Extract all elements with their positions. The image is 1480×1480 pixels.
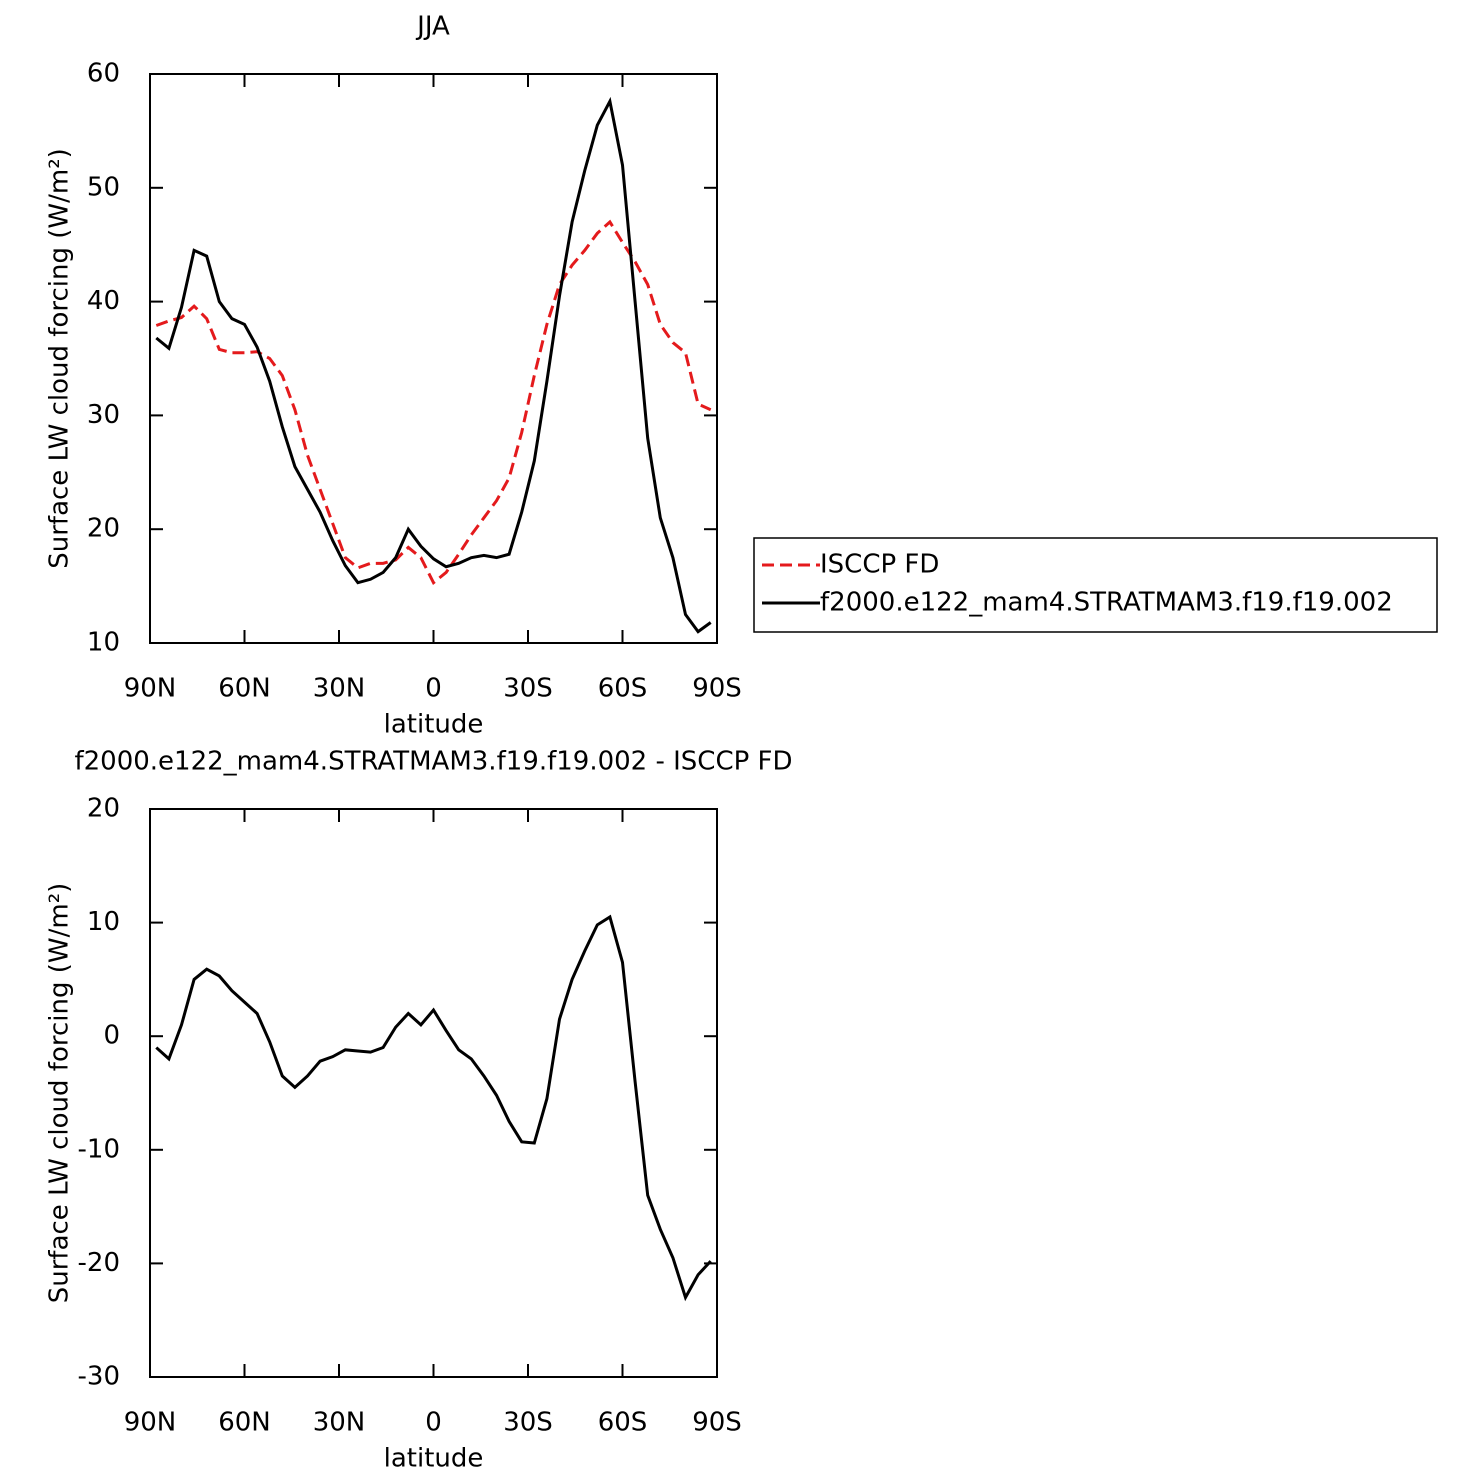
x-tick-label: 60S [598,674,648,704]
y-axis-label: Surface LW cloud forcing (W/m²) [45,883,75,1304]
y-tick-label: 60 [87,59,120,89]
x-tick-label: 90S [692,674,742,704]
series-line [155,914,712,1302]
legend-label: f2000.e122_mam4.STRATMAM3.f19.f19.002 [820,588,1393,618]
y-axis-label: Surface LW cloud forcing (W/m²) [45,148,75,569]
y-tick-label: 50 [87,172,120,202]
chart-title: f2000.e122_mam4.STRATMAM3.f19.f19.002 - … [74,747,792,777]
y-tick-label: -10 [78,1134,120,1164]
line-chart: JJA latitude Surface LW cloud forcing (W/m… [45,12,1438,740]
y-tick-label: 40 [87,286,120,316]
legend: ISCCP FD f2000.e122_mam4.STRATMAM3.f19.f1… [753,537,1438,633]
y-tick-label: 10 [87,907,120,937]
y-tick-label: 0 [103,1021,120,1051]
x-tick-label: 60N [218,674,271,704]
x-tick-label: 30N [313,674,366,704]
y-tick-label: 20 [87,514,120,544]
legend-box [753,537,1438,633]
line-chart: f2000.e122_mam4.STRATMAM3.f19.f19.002 - … [45,747,793,1474]
x-tick-label: 30S [503,1408,553,1438]
x-tick-label: 90S [692,1408,742,1438]
y-tick-label: -30 [78,1362,120,1392]
x-tick-label: 30N [313,1408,366,1438]
y-tick-label: -20 [78,1248,120,1278]
x-tick-label: 30S [503,674,553,704]
y-tick-label: 10 [87,628,120,658]
x-axis-label: latitude [384,710,484,740]
series-line [155,219,712,586]
x-axis-label: latitude [384,1444,484,1474]
x-tick-label: 60S [598,1408,648,1438]
x-tick-label: 0 [425,1408,442,1438]
y-tick-label: 20 [87,794,120,824]
chart-title: JJA [415,12,450,42]
x-tick-label: 90N [124,674,177,704]
plot-frame [149,808,718,1378]
x-tick-label: 90N [124,1408,177,1438]
x-tick-label: 60N [218,1408,271,1438]
y-tick-label: 30 [87,400,120,430]
series-line [155,96,712,634]
legend-label: ISCCP FD [820,550,939,580]
x-tick-label: 0 [425,674,442,704]
plot-frame [149,73,718,644]
